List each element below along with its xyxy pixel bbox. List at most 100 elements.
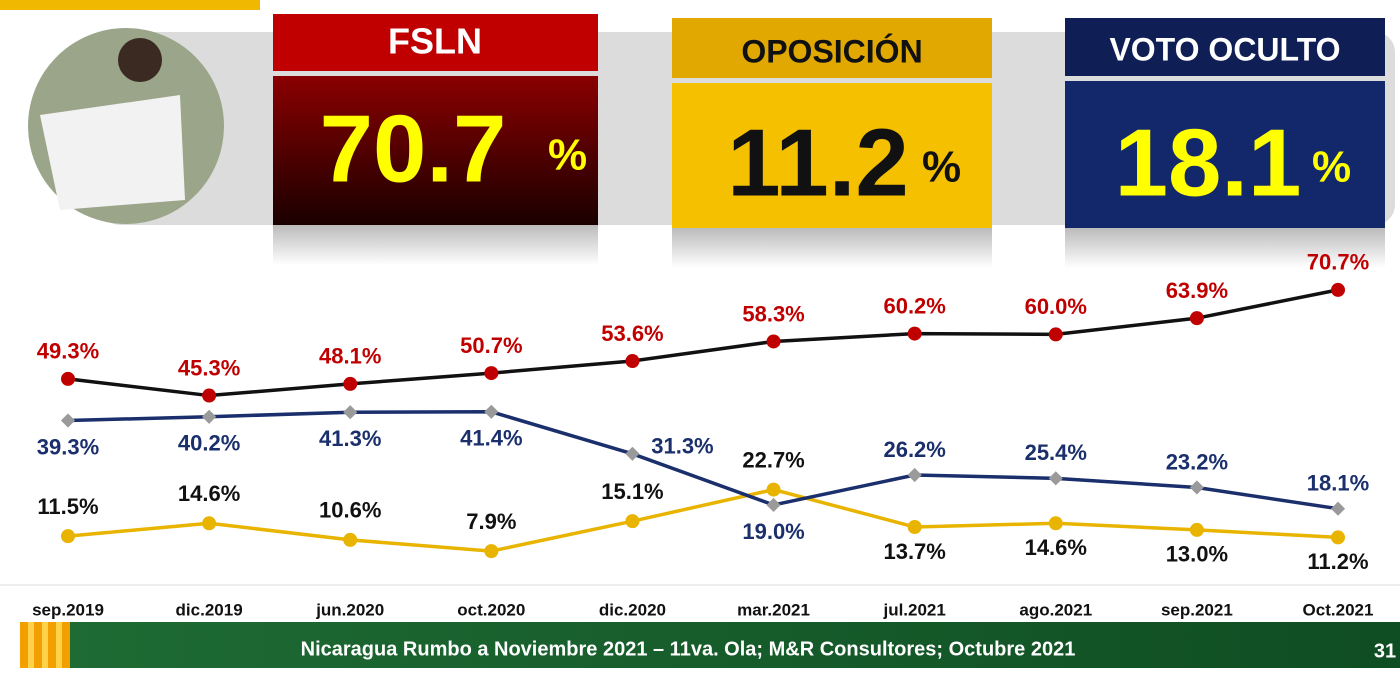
marker [202, 409, 217, 424]
marker [343, 532, 358, 547]
data-label: 48.1% [319, 344, 381, 369]
box-unit: % [922, 143, 961, 192]
box-header [672, 18, 992, 78]
marker [60, 413, 76, 428]
marker [1189, 480, 1204, 495]
box-unit: % [548, 131, 587, 180]
box-body [672, 83, 992, 228]
x-tick-label: dic.2020 [599, 600, 666, 619]
data-label: 60.0% [1025, 294, 1087, 319]
data-label: 25.4% [1025, 440, 1087, 465]
marker [625, 354, 640, 369]
data-label: 11.5% [37, 494, 98, 519]
marker [1331, 530, 1345, 545]
marker [907, 326, 922, 341]
top-accent [0, 0, 260, 10]
box-title: OPOSICIÓN [741, 33, 922, 69]
data-label: 45.3% [178, 355, 240, 380]
footer-stripe [56, 622, 62, 668]
marker [907, 467, 922, 483]
x-tick-label: ago.2021 [1019, 600, 1092, 619]
data-label: 26.2% [883, 437, 945, 462]
data-label: 49.3% [37, 339, 99, 364]
data-label: 11.2% [1307, 549, 1368, 574]
box-title: VOTO OCULTO [1109, 31, 1340, 67]
box-value: 18.1 [1115, 109, 1302, 216]
data-label: 60.2% [883, 293, 945, 318]
x-tick-label: Oct.2021 [1303, 600, 1374, 619]
data-label: 41.3% [319, 426, 381, 451]
box-body [1065, 81, 1385, 228]
photo-person [118, 38, 162, 82]
x-tick-label: jul.2021 [882, 600, 945, 619]
data-label: 19.0% [742, 519, 804, 544]
series-line [67, 410, 1339, 511]
data-label: 40.2% [178, 431, 240, 456]
data-label: 7.9% [466, 509, 516, 534]
marker [625, 446, 640, 461]
marker [484, 404, 499, 419]
x-tick-label: sep.2019 [32, 600, 104, 619]
marker [1331, 282, 1345, 297]
marker [907, 520, 922, 535]
data-label: 41.4% [460, 426, 522, 451]
marker [202, 388, 217, 403]
data-label: 53.6% [601, 321, 663, 346]
x-tick-label: dic.2019 [176, 600, 243, 619]
marker [766, 497, 781, 513]
reflection [273, 225, 598, 265]
plot: sep.2019 dic.2019 jun.2020 oct.2020 dic.2020… [32, 250, 1373, 620]
marker [1048, 471, 1063, 486]
x-tick-label: sep.2021 [1161, 600, 1233, 619]
marker [61, 371, 75, 386]
x-tick-label: jun.2020 [315, 600, 384, 619]
data-label: 18.1% [1307, 471, 1369, 496]
footer-text: Nicaragua Rumbo a Noviembre 2021 – 11va.… [301, 638, 1076, 660]
marker [343, 405, 358, 420]
footer-stripe [42, 622, 48, 668]
box-value: 70.7 [320, 95, 507, 202]
marker [1189, 522, 1204, 537]
box-title: FSLN [388, 21, 482, 62]
x-tick-label: oct.2020 [457, 600, 525, 619]
marker [484, 366, 499, 381]
data-label: 15.1% [601, 479, 663, 504]
x-tick-label: mar.2021 [737, 600, 810, 619]
marker [766, 482, 781, 497]
reflection [1065, 228, 1385, 268]
data-label: 10.6% [319, 498, 381, 523]
marker [766, 334, 781, 349]
marker [1330, 501, 1346, 516]
marker [1048, 327, 1063, 342]
box-header [1065, 18, 1385, 76]
box-value: 11.2 [727, 109, 909, 216]
data-label: 14.6% [1025, 535, 1087, 560]
marker [202, 516, 217, 531]
series-line [67, 487, 1339, 553]
footer-bar [70, 622, 1400, 668]
marker [61, 529, 75, 544]
marker [343, 376, 358, 391]
footer-stripe [28, 622, 34, 668]
data-label: 50.7% [460, 333, 522, 358]
data-label: 14.6% [178, 481, 240, 506]
page-number: 31 [1374, 640, 1396, 662]
marker [625, 514, 640, 529]
data-label: 58.3% [742, 301, 804, 326]
data-label: 22.7% [742, 447, 804, 472]
data-label: 23.2% [1166, 449, 1228, 474]
data-label: 13.0% [1166, 542, 1228, 567]
data-label: 31.3% [651, 434, 713, 459]
box-unit: % [1312, 143, 1351, 192]
data-label: 13.7% [883, 539, 945, 564]
marker [1048, 516, 1063, 531]
reflection [672, 228, 992, 268]
series-line [67, 288, 1339, 398]
data-label: 39.3% [37, 434, 99, 459]
photo-booth [40, 95, 185, 210]
data-label: 63.9% [1166, 278, 1228, 303]
marker [484, 544, 499, 559]
marker [1189, 311, 1204, 326]
box-header [273, 14, 598, 71]
